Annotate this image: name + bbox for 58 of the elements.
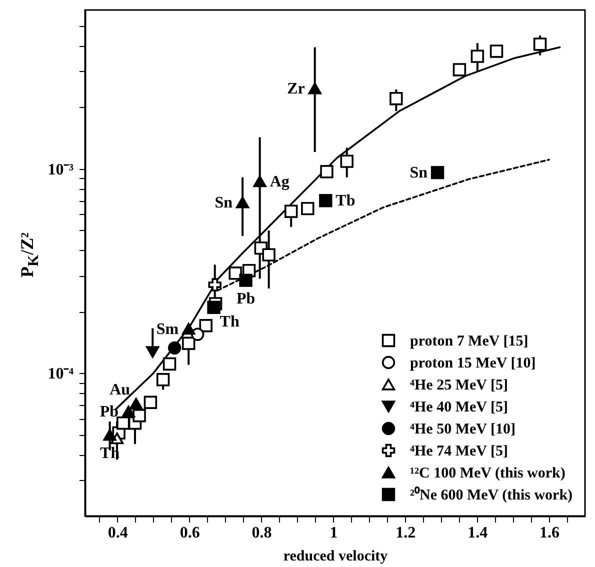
- annotation: Pb: [236, 290, 256, 308]
- point: [490, 44, 504, 58]
- point: [262, 248, 276, 262]
- x-axis-title: reduced velocity: [283, 548, 388, 564]
- legend-label: proton 7 MeV [15]: [410, 334, 528, 350]
- point: [129, 398, 143, 410]
- point: [208, 278, 222, 292]
- point: [301, 202, 314, 216]
- point: [284, 204, 298, 218]
- x-tick-label: 1.4: [468, 524, 488, 542]
- point: [320, 165, 334, 178]
- point: [308, 82, 322, 94]
- x-tick-label: 0.6: [180, 524, 200, 542]
- point: [144, 396, 158, 409]
- point: [239, 274, 252, 287]
- x-tick-label: 1.2: [396, 524, 416, 542]
- legend-label: ⁴He 50 MeV [10]: [410, 422, 516, 438]
- annotation: Sn: [410, 164, 428, 182]
- point: [253, 175, 266, 188]
- annotation: Sn: [214, 194, 233, 212]
- point: [470, 50, 484, 63]
- legend-label: ⁴He 25 MeV [5]: [410, 378, 508, 394]
- point: [156, 373, 170, 386]
- point: [162, 357, 176, 371]
- point: [168, 341, 182, 355]
- annotation: Sm: [156, 320, 180, 338]
- annotation: Zr: [287, 80, 305, 98]
- point: [146, 346, 160, 358]
- point: [122, 406, 136, 418]
- point: [207, 300, 220, 314]
- annotation: Au: [110, 382, 130, 399]
- point: [103, 429, 116, 441]
- point: [452, 63, 466, 76]
- point: [533, 38, 547, 51]
- annotation: Tb: [336, 192, 356, 210]
- point: [236, 196, 250, 208]
- point: [132, 409, 146, 422]
- point: [199, 319, 212, 332]
- annotation: Pb: [100, 403, 119, 420]
- legend-label: ⁴He 74 MeV [5]: [410, 444, 508, 460]
- legend-label: ²⁰Ne 600 MeV (this work): [410, 486, 573, 504]
- annotation: Ag: [270, 173, 290, 190]
- point: [340, 154, 354, 168]
- y-tick-label: 10⁻³: [48, 161, 74, 178]
- legend-label: proton 15 MeV [10]: [410, 356, 536, 372]
- x-tick-label: 0.4: [108, 524, 128, 542]
- point: [430, 166, 444, 180]
- point: [390, 92, 403, 106]
- x-tick-label: 0.8: [252, 524, 272, 542]
- y-tick-label: 10⁻⁴: [48, 366, 74, 383]
- point: [182, 336, 196, 350]
- x-tick-label: 1.6: [540, 524, 560, 542]
- x-tick-label: 1: [330, 524, 338, 542]
- legend-label: ⁴He 40 MeV [5]: [410, 400, 508, 416]
- point: [182, 322, 196, 335]
- point: [319, 194, 332, 208]
- legend-label: ¹²C 100 MeV (this work): [410, 466, 566, 482]
- annotation: Th: [220, 313, 240, 330]
